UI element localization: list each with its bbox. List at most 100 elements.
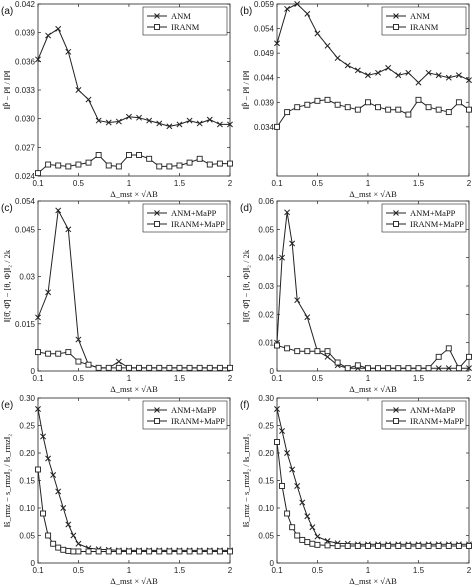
data-point [216,548,223,555]
data-point [136,152,143,158]
x-tick-label: 1 [127,179,132,188]
data-point [395,106,402,113]
y-tick-label: 0.033 [15,86,36,95]
data-point [125,548,132,555]
data-point [35,349,41,356]
y-tick-label: 0.044 [254,74,275,83]
y-axis-label: ‖ŝ_rmz − s_rmz‖₂ / ‖s_rmz‖₂ [241,434,251,527]
legend-marker [154,13,160,19]
x-tick-label: 2 [467,374,472,383]
data-point [344,543,351,549]
data-point [40,510,47,517]
y-tick-label: 0 [270,367,275,376]
chart-panel-a: (a)0.0420.0390.0360.0330.0300.0270.0240.… [1,0,233,199]
data-point [364,99,371,106]
x-tick-label: 1 [366,179,371,188]
y-tick-label: 0.034 [254,123,275,132]
data-point [354,362,361,369]
data-point [415,543,422,549]
data-point [95,152,102,158]
data-point [274,439,280,445]
data-point [385,64,392,71]
x-tick-label: 1 [366,566,371,575]
y-tick-label: 0.30 [258,394,274,403]
data-point [274,123,280,130]
panel-label: (e) [1,400,13,411]
data-point [284,109,291,116]
x-axis-label: Δ_mst × √AB [110,189,158,199]
y-tick-label: 0.01 [258,339,274,348]
data-point [354,106,361,113]
y-axis-label: ‖P̂ − P‖ / ‖P‖ [1,70,12,109]
data-point [156,364,163,371]
data-point [227,121,233,128]
panel-label: (d) [240,203,252,214]
x-tick-label: 0.5 [312,179,324,188]
data-point [176,364,183,371]
data-point [115,358,122,365]
data-point [395,365,402,372]
data-point [324,42,331,49]
x-axis-label: Δ_mst × √AB [110,384,158,394]
data-point [324,353,331,360]
data-point [95,117,102,124]
y-tick-label: 0.05 [19,532,35,541]
data-point [304,10,311,17]
legend-entry: IRANM+MaPP [410,219,464,229]
x-tick-label: 0.1 [32,374,44,383]
data-point [304,314,311,321]
data-point [435,106,442,113]
data-point [75,87,82,93]
data-point [435,543,442,549]
data-point [405,111,412,118]
data-point [105,119,112,126]
data-point [146,117,153,124]
legend-entry: ANM+MaPP [171,208,217,218]
data-point [415,365,422,372]
data-point [284,510,291,517]
y-tick-label: 0.05 [258,225,274,234]
data-point [156,120,163,127]
data-point [75,336,82,343]
legend-entry: IRANM+MaPP [171,416,225,426]
data-point [65,349,72,356]
legend-box [381,203,467,233]
data-point [35,406,41,412]
data-point [196,548,203,555]
legend-entry: ANM [171,11,191,21]
data-point [115,548,122,555]
data-point [445,109,452,116]
data-point [125,364,132,371]
x-tick-label: 1.5 [413,374,425,383]
legend-box [142,203,228,233]
data-point [125,152,132,158]
legend-box [142,400,228,430]
data-point [445,365,452,372]
x-tick-label: 2 [228,566,233,575]
data-point [445,543,452,549]
chart-panel-f: (f) 0.30 0.25 0.20 0.15 0.10 0.05 00.1 0.5 1 1.5 2 Δ… [240,394,472,586]
x-tick-label: 1 [127,374,132,383]
y-tick-label: 0.06 [258,197,274,206]
data-point [156,163,163,170]
data-point [227,160,233,167]
data-point [45,161,52,168]
data-point [299,499,306,506]
legend-marker [154,221,160,227]
data-point [45,289,52,296]
data-point [75,540,82,547]
panel-label: (b) [240,6,252,17]
data-point [166,123,173,130]
x-axis-label: Δ_mst × √AB [349,189,397,199]
y-tick-label: 0.039 [254,98,275,107]
data-point [227,364,233,371]
data-point [55,207,62,214]
data-point [196,120,203,127]
data-point [55,544,62,551]
data-point [294,297,301,304]
y-tick-label: 0.054 [254,25,275,34]
x-tick-label: 2 [467,566,472,575]
data-point [146,155,153,162]
data-point [55,350,62,357]
